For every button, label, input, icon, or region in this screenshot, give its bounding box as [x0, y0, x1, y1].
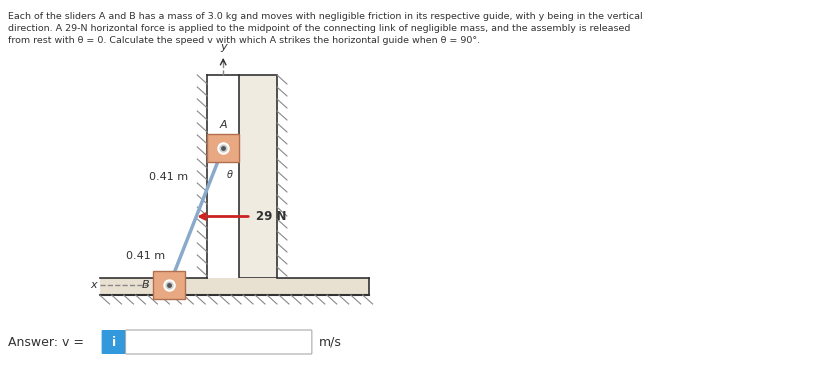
Text: x: x [90, 280, 96, 290]
Bar [153, 271, 185, 299]
Text: θ: θ [227, 170, 233, 180]
FancyBboxPatch shape [126, 330, 312, 354]
Text: from rest with θ = 0. Calculate the speed v with which A strikes the horizontal : from rest with θ = 0. Calculate the spee… [8, 36, 480, 45]
Bar [100, 278, 369, 295]
Text: 0.41 m: 0.41 m [126, 251, 165, 261]
Text: A: A [220, 120, 227, 130]
Text: direction. A 29-N horizontal force is applied to the midpoint of the connecting : direction. A 29-N horizontal force is ap… [8, 24, 630, 33]
Text: y: y [220, 42, 226, 52]
Text: m/s: m/s [319, 335, 342, 348]
Text: 29 N: 29 N [256, 210, 286, 223]
Text: Each of the sliders A and B has a mass of 3.0 kg and moves with negligible frict: Each of the sliders A and B has a mass o… [8, 12, 643, 21]
FancyBboxPatch shape [101, 330, 126, 354]
Bar [207, 134, 239, 162]
Text: B: B [142, 280, 150, 290]
Text: i: i [112, 335, 116, 348]
Text: 0.41 m: 0.41 m [149, 172, 188, 182]
Bar [239, 75, 277, 278]
Text: Answer: v =: Answer: v = [8, 335, 84, 348]
